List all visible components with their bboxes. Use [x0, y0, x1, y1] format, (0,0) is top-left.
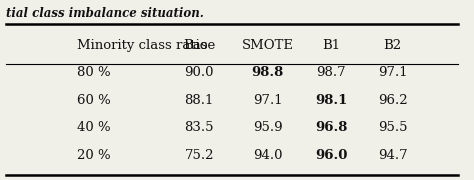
Text: Minority class ratio: Minority class ratio [77, 39, 208, 52]
Text: 98.8: 98.8 [252, 66, 284, 79]
Text: 90.0: 90.0 [184, 66, 214, 79]
Text: SMOTE: SMOTE [242, 39, 293, 52]
Text: 94.0: 94.0 [253, 149, 283, 162]
Text: 75.2: 75.2 [184, 149, 214, 162]
Text: 96.2: 96.2 [378, 94, 407, 107]
Text: 94.7: 94.7 [378, 149, 407, 162]
Text: 96.8: 96.8 [315, 121, 347, 134]
Text: 80 %: 80 % [77, 66, 110, 79]
Text: Base: Base [183, 39, 215, 52]
Text: 97.1: 97.1 [253, 94, 283, 107]
Text: 95.5: 95.5 [378, 121, 407, 134]
Text: 60 %: 60 % [77, 94, 110, 107]
Text: 98.1: 98.1 [315, 94, 347, 107]
Text: 97.1: 97.1 [378, 66, 407, 79]
Text: 88.1: 88.1 [184, 94, 214, 107]
Text: 40 %: 40 % [77, 121, 110, 134]
Text: 20 %: 20 % [77, 149, 110, 162]
Text: 95.9: 95.9 [253, 121, 283, 134]
Text: B1: B1 [322, 39, 340, 52]
Text: 83.5: 83.5 [184, 121, 214, 134]
Text: tial class imbalance situation.: tial class imbalance situation. [6, 7, 204, 20]
Text: 98.7: 98.7 [317, 66, 346, 79]
Text: B2: B2 [383, 39, 401, 52]
Text: 96.0: 96.0 [315, 149, 347, 162]
